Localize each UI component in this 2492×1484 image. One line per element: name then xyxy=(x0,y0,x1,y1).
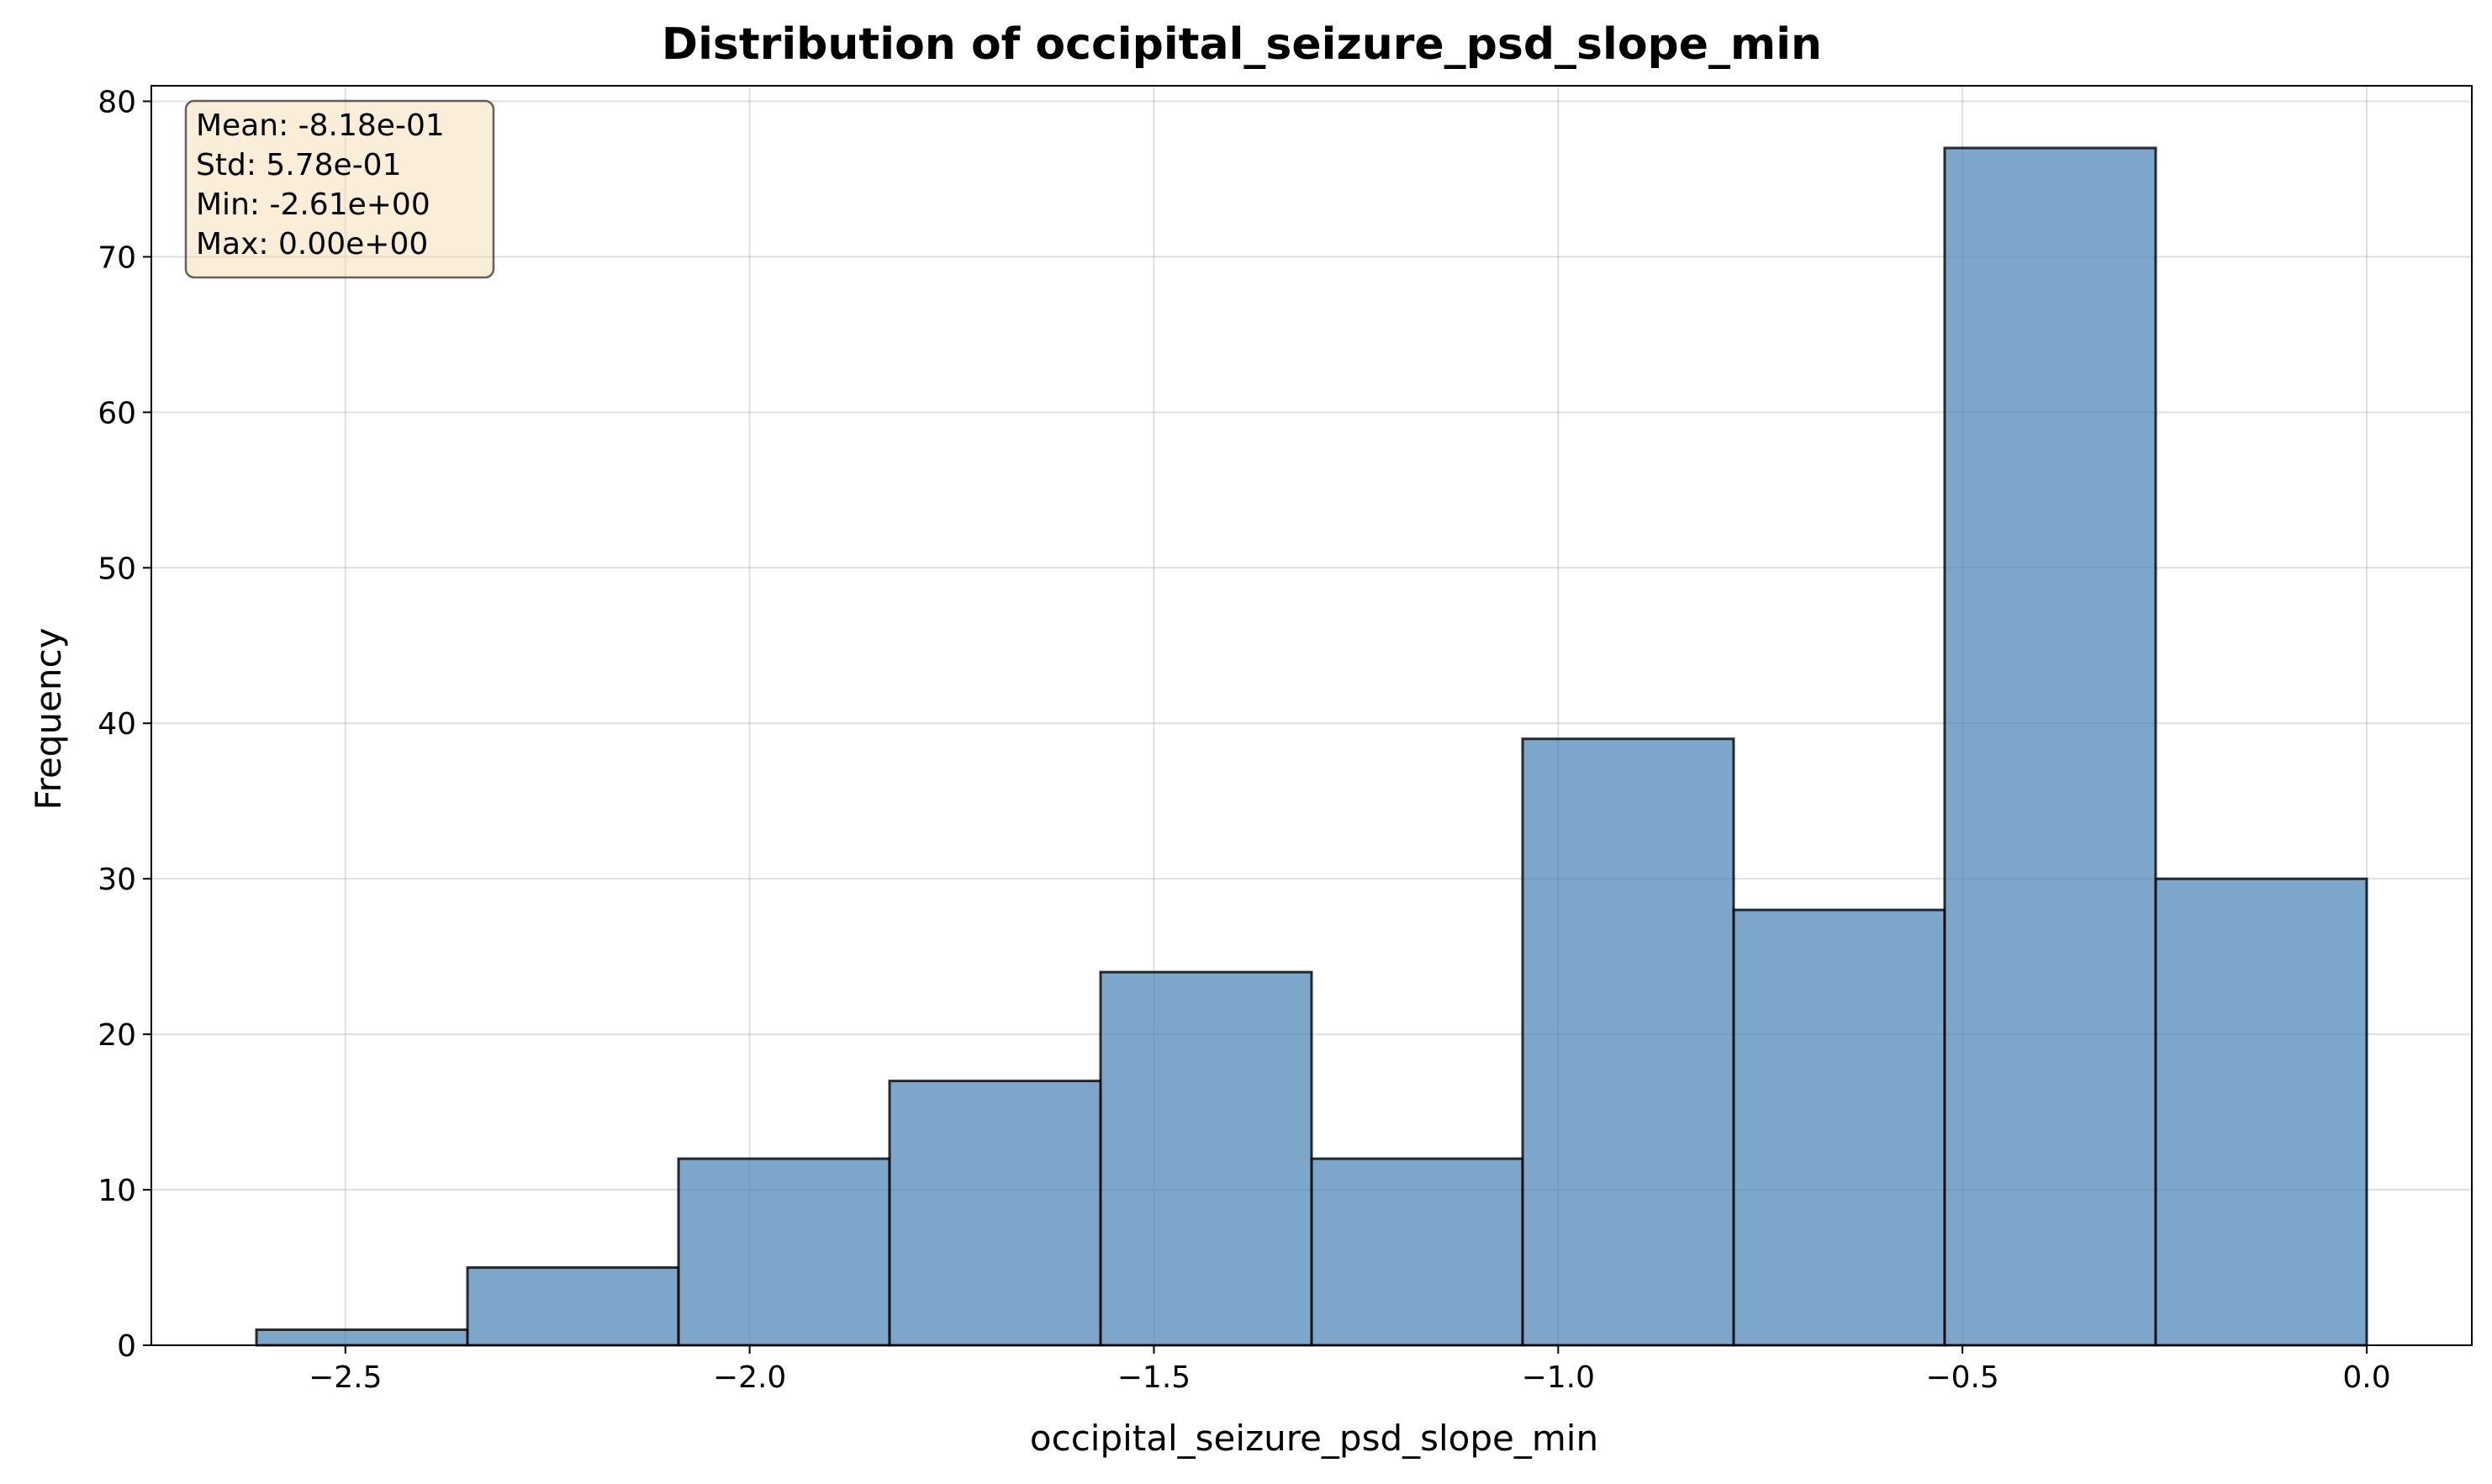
x-axis-title: occipital_seizure_psd_slope_min xyxy=(1030,1418,1598,1459)
stats-max: Max: 0.00e+00 xyxy=(196,227,428,261)
histogram-bar xyxy=(466,1266,680,1347)
stats-box-background xyxy=(184,99,495,279)
x-tick-label: −2.0 xyxy=(713,1360,786,1395)
y-tick-label: 60 xyxy=(98,396,136,430)
x-tick-label: −1.0 xyxy=(1522,1360,1595,1395)
histogram-bar xyxy=(1943,146,2157,1347)
histogram-bar xyxy=(1732,908,1946,1347)
y-tick-label: 30 xyxy=(98,863,136,897)
histogram-bar xyxy=(255,1328,469,1347)
y-tick-label: 70 xyxy=(98,240,136,275)
histogram-bar xyxy=(1310,1157,1524,1347)
histogram-bar xyxy=(677,1157,891,1347)
y-axis-title: Frequency xyxy=(28,628,69,811)
y-tick-label: 40 xyxy=(98,707,136,742)
y-tick-label: 20 xyxy=(98,1018,136,1053)
stats-min: Min: -2.61e+00 xyxy=(196,187,430,222)
stats-box: Mean: -8.18e-01 Std: 5.78e-01 Min: -2.61… xyxy=(184,99,495,279)
y-tick-label: 80 xyxy=(98,85,136,119)
x-tick-label: 0.0 xyxy=(2342,1360,2390,1395)
plot-frame xyxy=(150,85,2473,1346)
y-axis-ticks: 0 10 20 30 40 50 60 70 80 xyxy=(98,85,151,1364)
x-axis-ticks: −2.5 −2.0 −1.5 −1.0 −0.5 0.0 xyxy=(309,1345,2391,1395)
histogram-bar xyxy=(888,1080,1102,1347)
histogram-bar xyxy=(1521,737,1735,1347)
stats-mean: Mean: -8.18e-01 xyxy=(196,108,445,143)
stats-std: Std: 5.78e-01 xyxy=(196,148,402,182)
x-tick-label: −0.5 xyxy=(1925,1360,1998,1395)
x-tick-label: −2.5 xyxy=(309,1360,382,1395)
histogram-bar xyxy=(2154,877,2368,1347)
histogram-bars xyxy=(255,146,2368,1347)
y-tick-label: 0 xyxy=(117,1329,136,1364)
chart-title: Distribution of occipital_seizure_psd_sl… xyxy=(662,19,1822,70)
y-tick-label: 50 xyxy=(98,552,136,586)
x-tick-label: −1.5 xyxy=(1117,1360,1191,1395)
y-tick-label: 10 xyxy=(98,1174,136,1208)
histogram-bar xyxy=(1099,970,1313,1347)
